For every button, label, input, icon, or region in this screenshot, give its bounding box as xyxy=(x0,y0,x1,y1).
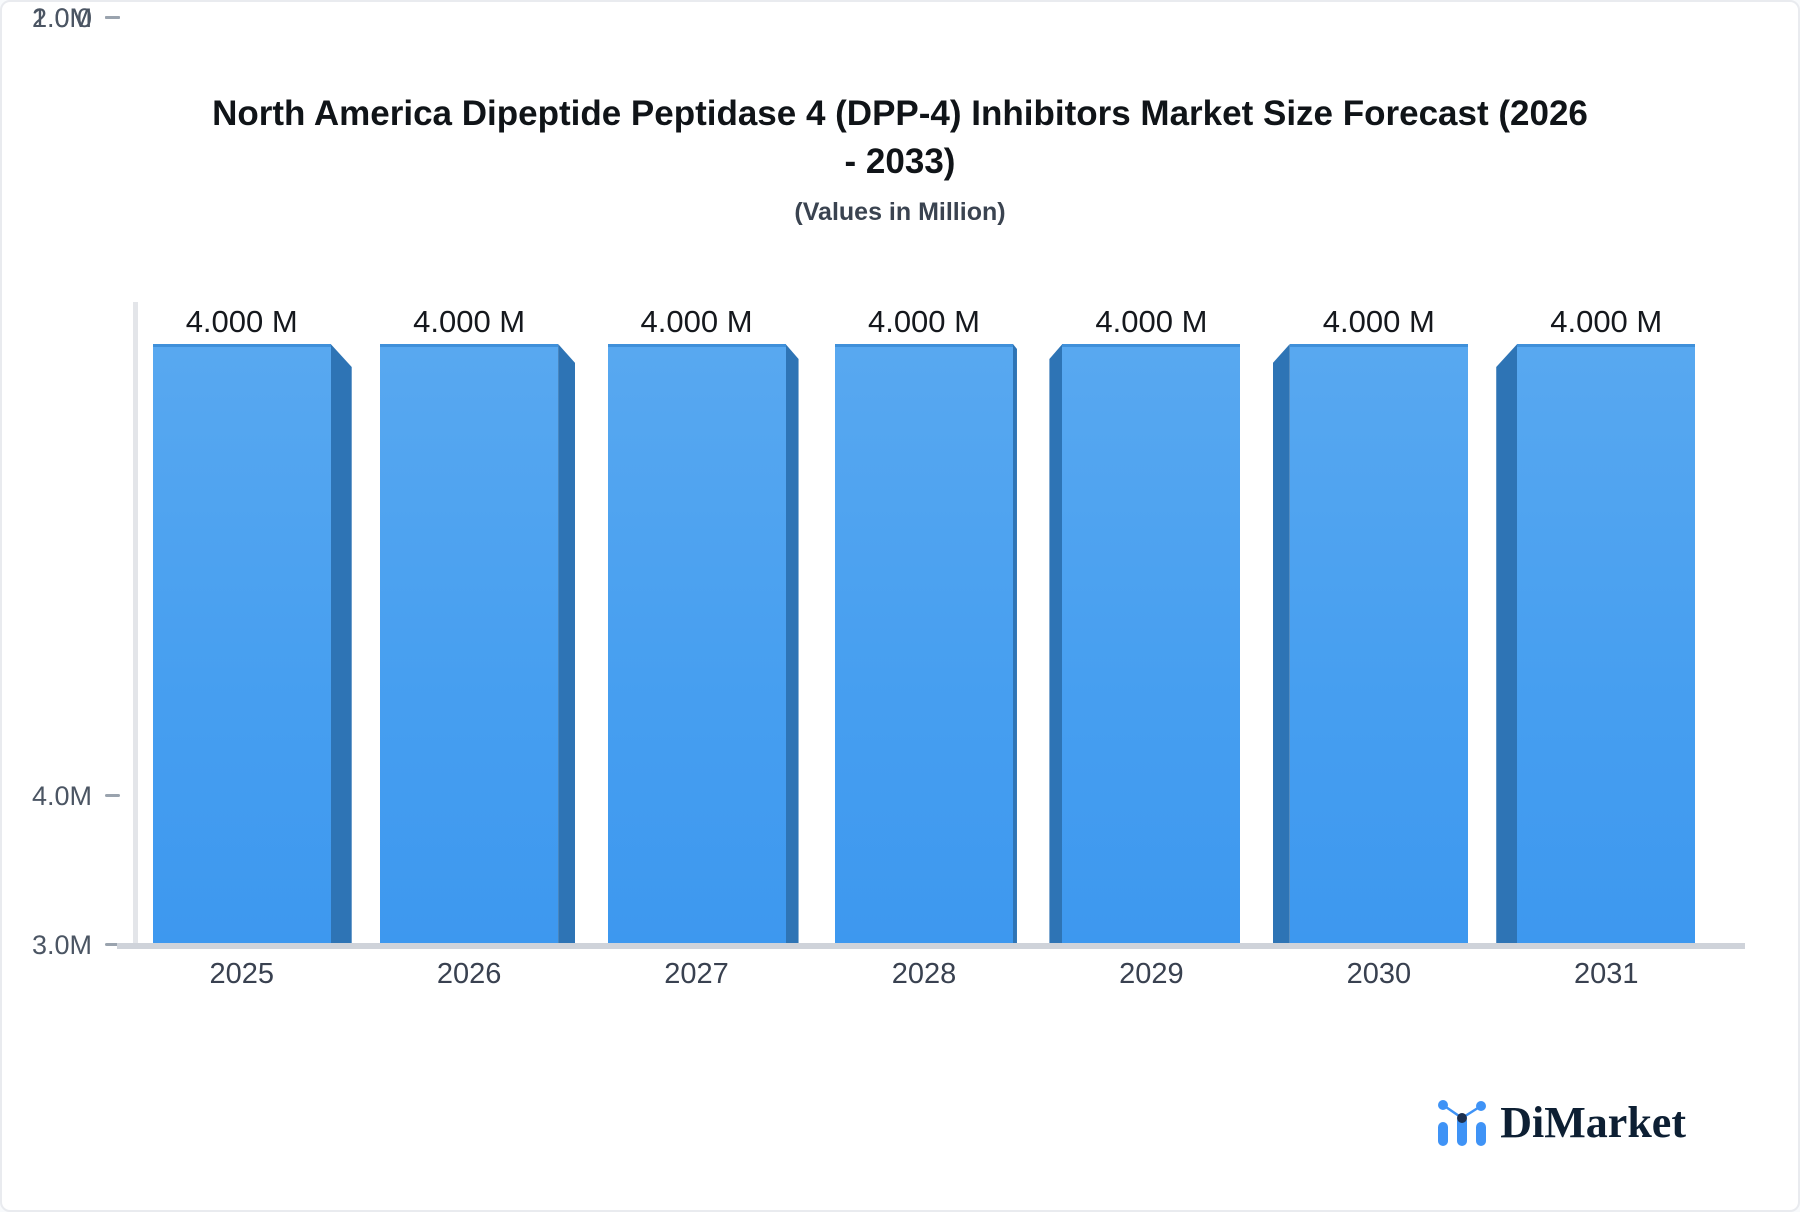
bar-group-2025: 4.000 M xyxy=(128,304,355,943)
x-axis-line xyxy=(117,943,1745,949)
bar-value-label: 4.000 M xyxy=(640,304,753,339)
chart-title-line1: North America Dipeptide Peptidase 4 (DPP… xyxy=(212,94,1588,133)
bar-value-label: 4.000 M xyxy=(1550,304,1663,339)
bar-3d-side xyxy=(785,344,799,943)
y-tick-4m: 4.0M xyxy=(2,780,120,812)
bars-row: 4.000 M 4.000 M 4.000 M 4.000 M 4.00 xyxy=(128,304,1720,943)
bar-3d-side xyxy=(558,344,576,943)
y-axis-line xyxy=(133,302,138,948)
bar-2028[interactable]: 4.000 M xyxy=(834,304,1017,943)
chart-title-line2: - 2033) xyxy=(844,142,956,181)
bar-2027[interactable]: 4.000 M xyxy=(607,304,799,943)
x-axis-labels: 2025 2026 2027 2028 2029 2030 2031 xyxy=(128,958,1720,991)
bar-3d-side xyxy=(1012,344,1017,943)
y-tick-3m: 3.0M xyxy=(2,929,120,961)
bar-value-label: 4.000 M xyxy=(867,304,980,339)
y-tick-dash xyxy=(105,943,120,946)
y-tick-label: 0 xyxy=(76,3,92,33)
bar-2026[interactable]: 4.000 M xyxy=(380,304,576,943)
x-label-2029: 2029 xyxy=(1119,958,1184,990)
x-label-2031: 2031 xyxy=(1573,958,1639,990)
x-label-2026: 2026 xyxy=(436,958,502,990)
bar-value-label: 4.000 M xyxy=(413,304,526,339)
bar-group-2027: 4.000 M xyxy=(583,304,810,943)
bar-3d-side xyxy=(1049,344,1063,943)
bar-value-label: 4.000 M xyxy=(1322,304,1435,339)
y-tick-label: 2.0M xyxy=(31,3,92,33)
y-tick-1m: 1.0M xyxy=(2,2,120,34)
y-tick-label: 4.0M xyxy=(31,781,92,811)
y-tick-0: 0 xyxy=(2,2,120,34)
chart-subtitle: (Values in Million) xyxy=(794,198,1006,226)
x-label-2027: 2027 xyxy=(664,958,729,990)
bar-3d-side xyxy=(1272,344,1290,943)
logo-text: DiMarket xyxy=(1500,1098,1686,1147)
bar-group-2028: 4.000 M xyxy=(810,304,1037,943)
bar-group-2029: 4.000 M xyxy=(1038,304,1265,943)
x-label-2030: 2030 xyxy=(1346,958,1412,990)
y-tick-label: 1.0M xyxy=(31,3,92,33)
bar-value-label: 4.000 M xyxy=(185,304,298,339)
bar-2029[interactable]: 4.000 M xyxy=(1049,304,1241,943)
bar-group-2026: 4.000 M xyxy=(355,304,582,943)
bar-chart-logo-icon xyxy=(1435,1096,1489,1150)
bar-value-label: 4.000 M xyxy=(1095,304,1208,339)
y-tick-dash xyxy=(105,794,120,797)
bar-2031[interactable]: 4.000 M xyxy=(1496,304,1696,943)
bar-2030[interactable]: 4.000 M xyxy=(1272,304,1468,943)
bar-2025[interactable]: 4.000 M xyxy=(152,304,352,943)
chart-title: North America Dipeptide Peptidase 4 (DPP… xyxy=(2,90,1798,186)
y-tick-label: 3.0M xyxy=(31,930,92,960)
bar-3d-side xyxy=(1496,344,1518,943)
y-tick-dash xyxy=(105,16,120,19)
x-label-2028: 2028 xyxy=(891,958,957,990)
x-label-2025: 2025 xyxy=(209,958,274,990)
bar-3d-side xyxy=(330,344,352,943)
bar-group-2030: 4.000 M xyxy=(1265,304,1492,943)
bar-group-2031: 4.000 M xyxy=(1493,304,1720,943)
dimarket-logo[interactable]: DiMarket xyxy=(1435,1094,1686,1152)
